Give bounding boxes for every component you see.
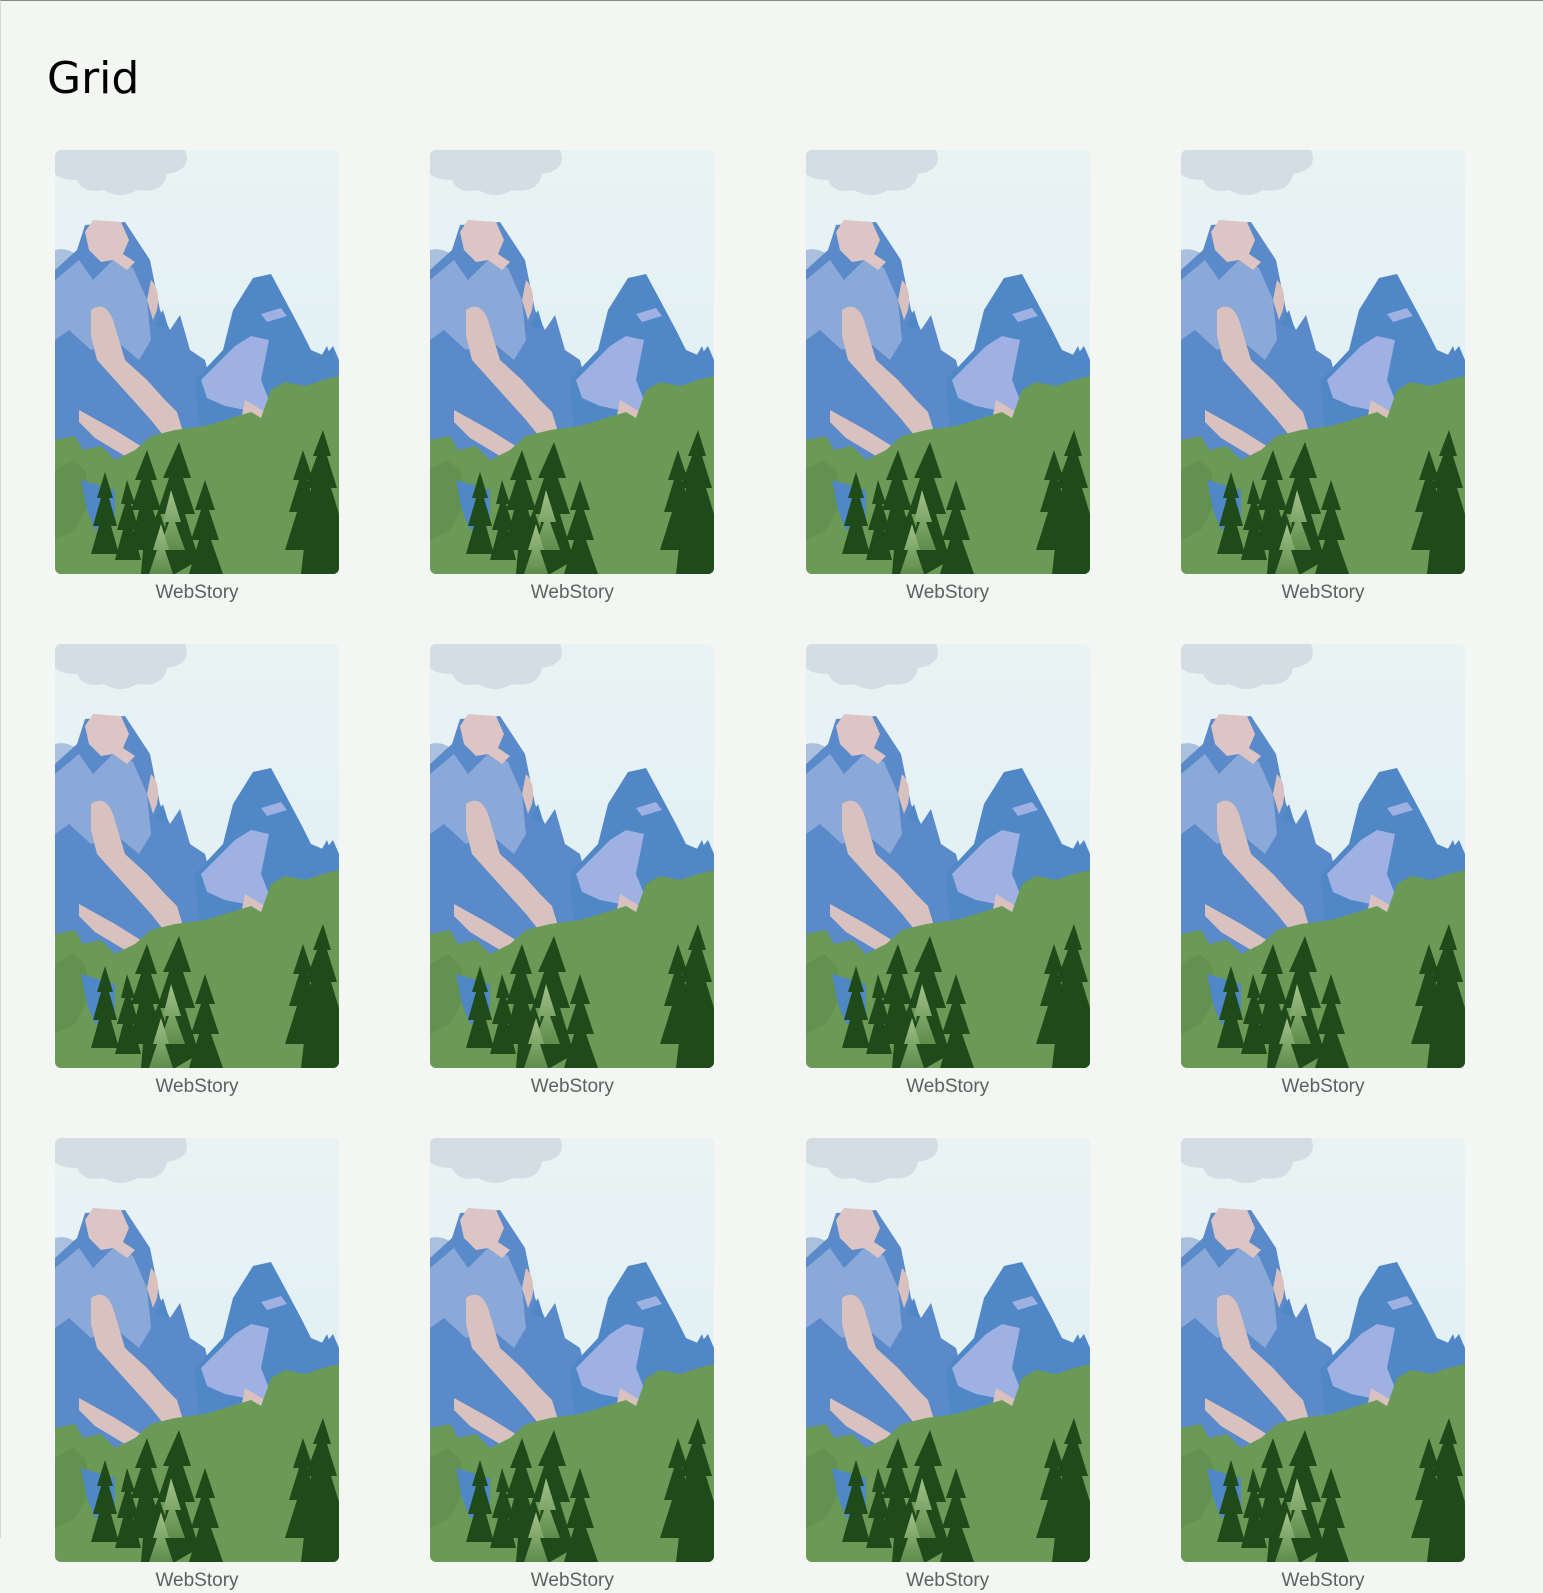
story-label: WebStory	[530, 1570, 614, 1591]
story-label: WebStory	[530, 582, 614, 603]
story-label: WebStory	[1281, 582, 1365, 603]
story-card[interactable]: WebStory	[1180, 150, 1465, 605]
story-poster	[55, 1138, 339, 1562]
story-poster	[430, 150, 715, 574]
story-poster	[430, 1138, 715, 1562]
story-poster	[430, 644, 715, 1068]
story-label: WebStory	[906, 1570, 990, 1591]
story-label: WebStory	[1281, 1570, 1365, 1591]
story-poster	[805, 150, 1090, 574]
story-poster	[55, 150, 339, 574]
story-card[interactable]: WebStory	[805, 150, 1090, 605]
story-label: WebStory	[155, 1570, 239, 1591]
story-poster	[1180, 644, 1465, 1068]
story-card[interactable]: WebStory	[430, 150, 715, 605]
story-poster	[805, 1138, 1090, 1562]
story-card[interactable]: WebStory	[1180, 644, 1465, 1099]
story-card[interactable]: WebStory	[55, 150, 339, 605]
story-label: WebStory	[155, 582, 239, 603]
story-label: WebStory	[906, 582, 990, 603]
story-poster	[55, 644, 339, 1068]
story-card[interactable]: WebStory	[805, 644, 1090, 1099]
story-card[interactable]: WebStory	[805, 1138, 1090, 1593]
story-poster	[1180, 1138, 1465, 1562]
story-card[interactable]: WebStory	[430, 644, 715, 1099]
story-card[interactable]: WebStory	[1180, 1138, 1465, 1593]
story-grid: WebStory WebStory WebStory WebStory WebS…	[55, 150, 1465, 1593]
story-label: WebStory	[530, 1076, 614, 1097]
story-card[interactable]: WebStory	[55, 1138, 339, 1593]
story-label: WebStory	[1281, 1076, 1365, 1097]
story-poster	[1180, 150, 1465, 574]
story-card[interactable]: WebStory	[55, 644, 339, 1099]
story-label: WebStory	[155, 1076, 239, 1097]
story-poster	[805, 644, 1090, 1068]
story-card[interactable]: WebStory	[430, 1138, 715, 1593]
page-title: Grid	[47, 53, 140, 104]
story-label: WebStory	[906, 1076, 990, 1097]
